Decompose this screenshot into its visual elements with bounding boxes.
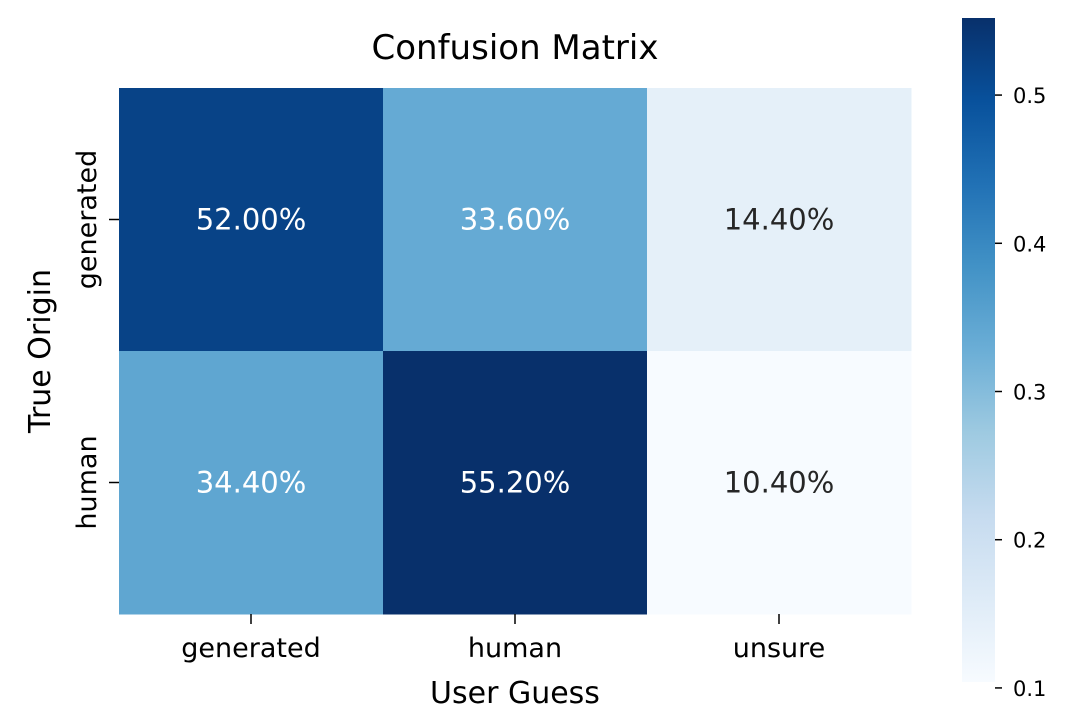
cell-value-label: 14.40% — [724, 203, 835, 237]
chart-title: Confusion Matrix — [372, 28, 659, 68]
y-tick-label: human — [72, 435, 103, 529]
colorbar-tick-label: 0.2 — [1013, 529, 1046, 553]
colorbar — [962, 18, 995, 682]
heatmap-cell — [647, 88, 912, 352]
y-tick-label: generated — [72, 150, 103, 289]
colorbar-tick-label: 0.1 — [1013, 677, 1046, 701]
heatmap-cell — [119, 88, 384, 352]
y-axis: generated human — [72, 150, 119, 530]
cell-value-label: 55.20% — [460, 466, 571, 500]
cell-value-label: 34.40% — [196, 466, 307, 500]
colorbar-axis: 0.1 0.2 0.3 0.4 0.5 — [995, 84, 1046, 701]
x-tick-label: unsure — [733, 633, 826, 664]
x-tick-label: generated — [181, 633, 320, 664]
heatmap-cell — [119, 351, 384, 615]
x-axis: generated human unsure — [181, 614, 825, 664]
cell-value-label: 52.00% — [196, 203, 307, 237]
colorbar-tick-label: 0.3 — [1013, 381, 1046, 405]
x-tick-label: human — [468, 633, 562, 664]
x-axis-label: User Guess — [430, 676, 600, 711]
cell-value-label: 33.60% — [460, 203, 571, 237]
heatmap-cells: 52.00% 33.60% 14.40% 34.40% 55.20% 10.40% — [119, 88, 912, 615]
heatmap-cell — [383, 351, 648, 615]
heatmap-cell — [647, 351, 912, 615]
cell-value-label: 10.40% — [724, 466, 835, 500]
y-axis-label: True Origin — [23, 269, 58, 434]
colorbar-tick-label: 0.4 — [1013, 232, 1046, 256]
heatmap-cell — [383, 88, 648, 352]
colorbar-tick-label: 0.5 — [1013, 84, 1046, 108]
